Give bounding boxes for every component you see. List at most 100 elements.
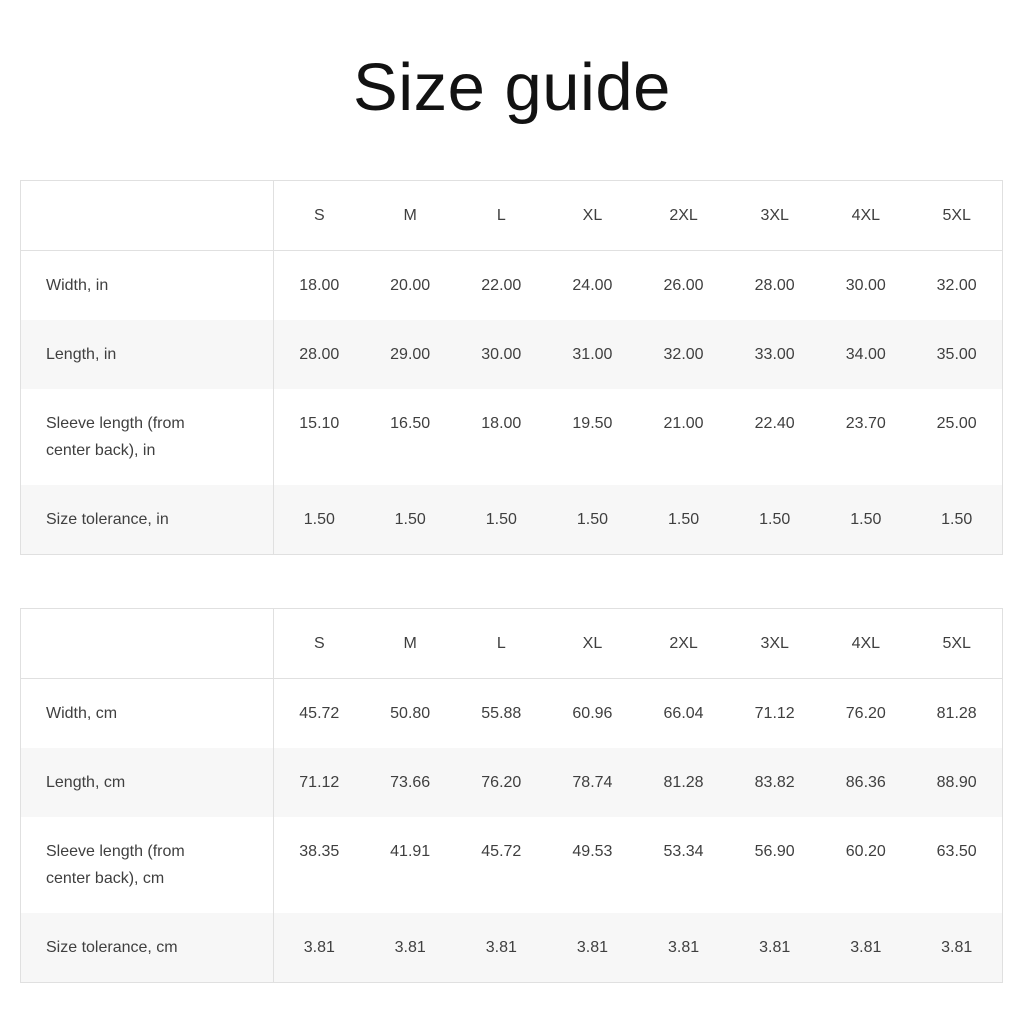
cell-value: 63.50 <box>936 843 977 860</box>
cell-value: 50.80 <box>390 705 431 722</box>
cell-value: 49.53 <box>572 843 613 860</box>
column-header-4xl: 4XL <box>851 207 881 224</box>
row-label: Sleeve length (from center back), cm <box>20 817 274 913</box>
cell-value: 53.34 <box>663 843 704 860</box>
column-header-l: L <box>496 635 506 652</box>
table-row: Sleeve length (from center back), in 15.1… <box>20 389 1003 485</box>
cell-value: 3.81 <box>941 939 973 956</box>
cell-value: 3.81 <box>759 939 791 956</box>
row-label: Length, cm <box>20 748 274 817</box>
cell-value: 1.50 <box>394 511 426 528</box>
cell-value: 31.00 <box>572 346 613 363</box>
row-label: Width, in <box>20 250 274 320</box>
column-header-3xl: 3XL <box>760 207 789 224</box>
cell-value: 20.00 <box>390 277 431 294</box>
row-label: Size tolerance, in <box>20 485 274 555</box>
cell-value: 1.50 <box>759 511 791 528</box>
column-header-l: L <box>496 207 506 224</box>
column-header-2xl: 2XL <box>669 635 698 652</box>
column-header-xl: XL <box>582 635 603 652</box>
row-label: Size tolerance, cm <box>20 913 274 983</box>
cell-value: 88.90 <box>936 774 977 791</box>
cell-value: 18.00 <box>481 415 522 432</box>
size-tables: S M L XL 2XL 3XL 4XL 5XL Width, in 18.00 20.00 22.0… <box>0 180 1024 983</box>
column-header-xl: XL <box>582 207 603 224</box>
cell-value: 33.00 <box>754 346 795 363</box>
cell-value: 45.72 <box>481 843 522 860</box>
column-header-m: M <box>403 207 417 224</box>
cell-value: 30.00 <box>481 346 522 363</box>
cell-value: 55.88 <box>481 705 522 722</box>
column-header-s: S <box>313 635 325 652</box>
cell-value: 22.40 <box>754 415 795 432</box>
cell-value: 1.50 <box>941 511 973 528</box>
cell-value: 28.00 <box>299 346 340 363</box>
table-row: Size tolerance, in 1.50 1.50 1.50 1.50 1.50 1.… <box>20 485 1003 555</box>
cell-value: 41.91 <box>390 843 431 860</box>
cell-value: 60.20 <box>845 843 886 860</box>
cell-value: 78.74 <box>572 774 613 791</box>
table-row: Length, in 28.00 29.00 30.00 31.00 32.00 33.00… <box>20 320 1003 389</box>
cell-value: 32.00 <box>936 277 977 294</box>
cell-value: 76.20 <box>481 774 522 791</box>
cell-value: 19.50 <box>572 415 613 432</box>
cell-value: 21.00 <box>663 415 704 432</box>
cell-value: 38.35 <box>299 843 340 860</box>
column-header-s: S <box>313 207 325 224</box>
cell-value: 30.00 <box>845 277 886 294</box>
cell-value: 66.04 <box>663 705 704 722</box>
cell-value: 35.00 <box>936 346 977 363</box>
cell-value: 45.72 <box>299 705 340 722</box>
cell-value: 3.81 <box>667 939 700 956</box>
column-header-2xl: 2XL <box>669 207 698 224</box>
cell-value: 3.81 <box>394 939 426 956</box>
cell-value: 16.50 <box>390 415 431 432</box>
row-label: Length, in <box>20 320 274 389</box>
cell-value: 3.81 <box>576 939 608 956</box>
cell-value: 25.00 <box>936 415 977 432</box>
cell-value: 24.00 <box>572 277 613 294</box>
table-row: Sleeve length (from center back), cm 38.3… <box>20 817 1003 913</box>
header-row: S M L XL 2XL 3XL 4XL 5XL <box>20 180 1003 251</box>
header-row: S M L XL 2XL 3XL 4XL 5XL <box>20 608 1003 679</box>
column-header-5xl: 5XL <box>942 635 971 652</box>
cell-value: 34.00 <box>845 346 886 363</box>
row-label: Sleeve length (from center back), in <box>20 389 274 485</box>
column-header-4xl: 4XL <box>851 635 881 652</box>
size-table-inches: S M L XL 2XL 3XL 4XL 5XL Width, in 18.00 20.00 22.0… <box>20 180 1003 555</box>
row-label: Width, cm <box>20 678 274 748</box>
cell-value: 60.96 <box>572 705 613 722</box>
cell-value: 1.50 <box>303 511 335 528</box>
cell-value: 71.12 <box>754 705 795 722</box>
cell-value: 26.00 <box>663 277 704 294</box>
table-row: Width, cm 45.72 50.80 55.88 60.96 66.04 71.12 7… <box>20 678 1003 748</box>
table-row: Length, cm 71.12 73.66 76.20 78.74 81.28 83.82… <box>20 748 1003 817</box>
cell-value: 76.20 <box>845 705 886 722</box>
cell-value: 29.00 <box>390 346 431 363</box>
column-header-3xl: 3XL <box>760 635 789 652</box>
cell-value: 3.81 <box>485 939 517 956</box>
column-header-5xl: 5XL <box>942 207 971 224</box>
column-header-m: M <box>403 635 417 652</box>
cell-value: 22.00 <box>481 277 522 294</box>
cell-value: 1.50 <box>667 511 700 528</box>
cell-value: 81.28 <box>663 774 704 791</box>
corner-cell <box>20 608 274 679</box>
cell-value: 1.50 <box>485 511 517 528</box>
cell-value: 23.70 <box>845 415 886 432</box>
cell-value: 28.00 <box>754 277 795 294</box>
table-row: Width, in 18.00 20.00 22.00 24.00 26.00 28.00 3… <box>20 250 1003 320</box>
cell-value: 56.90 <box>754 843 795 860</box>
cell-value: 81.28 <box>936 705 977 722</box>
cell-value: 1.50 <box>850 511 882 528</box>
cell-value: 3.81 <box>850 939 882 956</box>
cell-value: 73.66 <box>390 774 431 791</box>
cell-value: 71.12 <box>299 774 340 791</box>
corner-cell <box>20 180 274 251</box>
page-title: Size guide <box>353 50 671 125</box>
cell-value: 3.81 <box>303 939 335 956</box>
size-table-centimeters: S M L XL 2XL 3XL 4XL 5XL Width, cm 45.72 50.80 55.8… <box>20 608 1003 983</box>
cell-value: 32.00 <box>663 346 704 363</box>
cell-value: 15.10 <box>299 415 340 432</box>
